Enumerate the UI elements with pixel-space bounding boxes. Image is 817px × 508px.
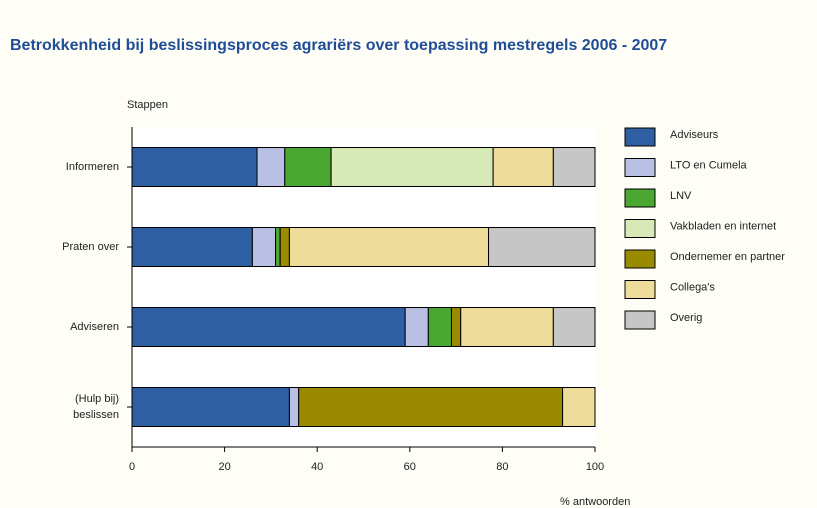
x-tick-label: 20 xyxy=(218,461,230,473)
bar-segment xyxy=(256,147,286,187)
bar-segment xyxy=(288,227,490,267)
legend-label: LTO en Cumela xyxy=(670,159,748,171)
legend-swatch xyxy=(624,249,656,269)
legend-label: Vakbladen en internet xyxy=(670,220,776,232)
bar-segment xyxy=(552,307,596,347)
chart-title: Betrokkenheid bij beslissingsproces agra… xyxy=(10,37,667,54)
legend-label: Overig xyxy=(670,312,702,324)
bar-segment xyxy=(279,227,290,267)
x-tick-label: 0 xyxy=(129,461,135,473)
bar-segment xyxy=(131,147,258,187)
bar-segment xyxy=(492,147,554,187)
bar-segment xyxy=(284,147,332,187)
x-tick-label: 80 xyxy=(496,461,508,473)
legend-swatch xyxy=(624,219,656,238)
bar-segment xyxy=(275,227,281,267)
x-tick-label: 100 xyxy=(586,461,604,473)
legend-label: LNV xyxy=(670,190,692,202)
bar-segment xyxy=(330,147,494,187)
y-tick-label: Informeren xyxy=(66,161,119,173)
y-tick-label: (Hulp bij) beslissen xyxy=(73,393,119,421)
bar-segment xyxy=(251,227,277,267)
legend-swatch xyxy=(624,280,656,299)
x-tick-label: 60 xyxy=(404,461,416,473)
bar-segment xyxy=(562,387,596,427)
legend-swatch xyxy=(624,158,656,177)
bar-segment xyxy=(488,227,596,267)
x-axis-label: % antwoorden xyxy=(560,496,630,508)
legend-label: Collega's xyxy=(670,281,715,293)
legend-label: Adviseurs xyxy=(670,129,719,141)
bar-segment xyxy=(450,307,462,347)
legend-swatch xyxy=(624,127,656,147)
bar-segment xyxy=(131,387,290,427)
bar-segment xyxy=(427,307,452,347)
bar-segment xyxy=(131,307,406,347)
x-tick-label: 40 xyxy=(311,461,323,473)
y-tick-label: Praten over xyxy=(62,241,119,253)
bar-segment xyxy=(460,307,554,347)
bar-segment xyxy=(131,227,253,267)
legend-label: Ondernemer en partner xyxy=(670,251,785,263)
bar-segment xyxy=(552,147,596,187)
y-tick-label: Adviseren xyxy=(70,321,119,333)
y-axis-label: Stappen xyxy=(127,99,168,111)
bar-segment xyxy=(298,387,564,427)
bar-segment xyxy=(404,307,429,347)
legend-swatch xyxy=(624,188,656,208)
legend-swatch xyxy=(624,310,656,330)
bar-segment xyxy=(288,387,300,427)
